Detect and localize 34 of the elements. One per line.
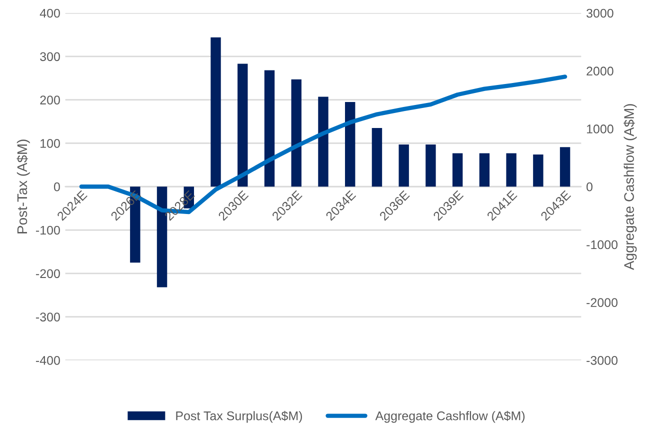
y2-axis-title: Aggregate Cashflow (A$M) <box>624 104 637 270</box>
y2-tick-label: 0 <box>586 182 592 192</box>
y2-tick-label: 3000 <box>586 8 614 18</box>
y-tick-label: 100 <box>40 139 60 148</box>
legend-label: Aggregate Cashflow (A$M) <box>375 410 525 423</box>
bar <box>479 153 490 187</box>
bar <box>426 144 436 187</box>
bar <box>238 64 248 187</box>
y2-tick-label: -2000 <box>586 298 618 308</box>
bar <box>264 70 275 187</box>
bar <box>345 102 356 187</box>
legend-label: Post Tax Surplus(A$M) <box>176 410 302 423</box>
y2-tick-label: 2000 <box>586 66 614 76</box>
bar <box>506 153 516 187</box>
y2-tick-label: -3000 <box>586 356 618 365</box>
y-axis-title: Post-Tax (A$M) <box>16 140 30 234</box>
y-tick-label: 300 <box>40 52 60 62</box>
y-tick-label: -300 <box>36 312 60 322</box>
bar <box>533 154 544 187</box>
y-tick-label: -400 <box>36 356 60 365</box>
y2-tick-label: 1000 <box>586 124 614 134</box>
y-tick-label: 200 <box>40 96 60 104</box>
bar <box>318 96 328 187</box>
y-tick-label: -100 <box>36 226 60 235</box>
bar <box>560 147 570 187</box>
bar <box>372 128 382 187</box>
y-tick-label: 0 <box>54 182 60 192</box>
bar <box>210 37 221 187</box>
bar <box>398 144 409 187</box>
y-tick-label: -200 <box>36 269 60 278</box>
bar <box>291 79 302 187</box>
bar <box>452 153 463 187</box>
y-tick-label: 400 <box>40 8 60 18</box>
y2-tick-label: -1000 <box>586 240 618 250</box>
